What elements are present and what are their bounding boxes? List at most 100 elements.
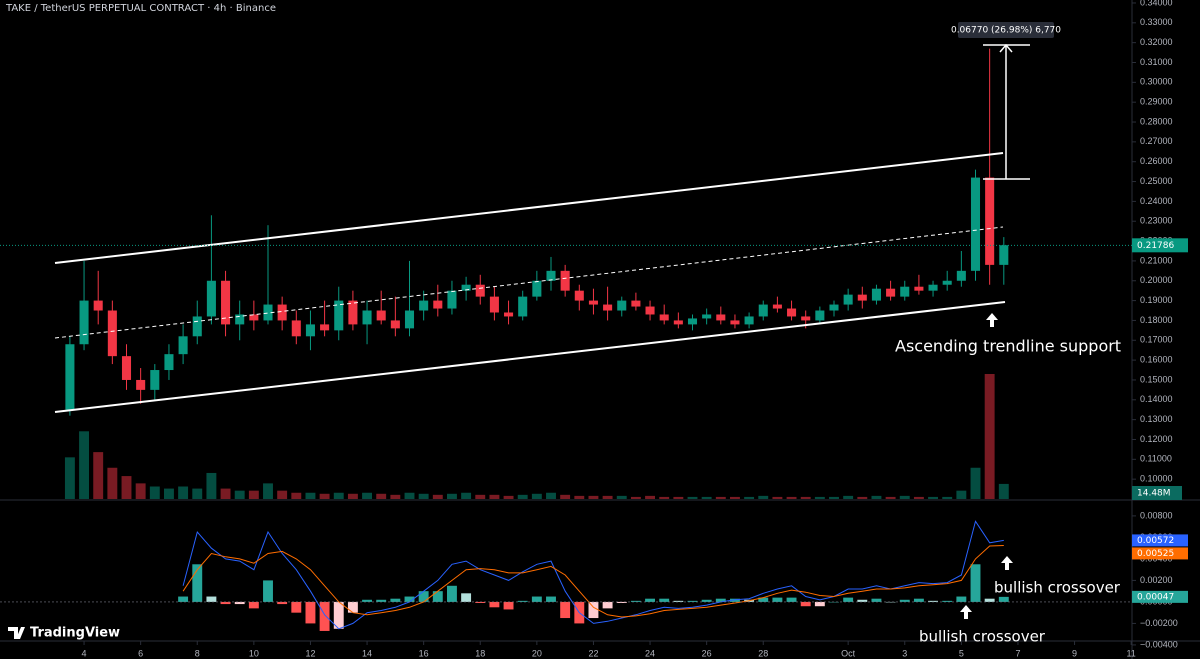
volume-box [1132, 486, 1182, 500]
histogram-bar [362, 599, 373, 602]
candle-body [532, 280, 542, 297]
channel-lower [54, 301, 1006, 413]
volume-bar [673, 496, 684, 499]
candle-body [221, 280, 231, 325]
histogram-bar [673, 600, 684, 602]
x-tick-label: 11 [1126, 648, 1135, 658]
volume-bar [376, 493, 387, 499]
volume-bar [616, 495, 627, 499]
last-value-box [1132, 547, 1188, 560]
y-tick-label: 0.24000 [1140, 196, 1173, 206]
volume-bar [744, 496, 755, 499]
y-tick-label: 0.31000 [1140, 57, 1173, 67]
channel-mid [54, 226, 1004, 339]
candle-body [107, 310, 117, 357]
candle-body [235, 314, 245, 325]
candle-body [404, 310, 415, 329]
histogram-bar [333, 601, 344, 629]
measure-arrowhead [999, 43, 1013, 53]
histogram-bar [885, 601, 896, 603]
volume-bar [277, 490, 288, 499]
x-tick-label: 20 [532, 648, 542, 658]
candle-body [772, 304, 782, 309]
histogram-bar [305, 601, 316, 624]
candle-body [79, 300, 89, 345]
y-tick-label: 0.13000 [1140, 414, 1173, 424]
candle-body [419, 300, 429, 311]
x-tick-label: 28 [758, 648, 768, 658]
histogram-bar [560, 601, 571, 619]
histogram-bar [687, 600, 698, 602]
volume-bar [390, 494, 401, 499]
histogram-bar [531, 596, 542, 602]
annotation: bullish crossover [919, 628, 1046, 646]
candle-body [334, 300, 344, 331]
candle-body [758, 304, 768, 317]
candle-body [942, 280, 952, 285]
volume-bar [729, 496, 740, 499]
volume-bar [163, 488, 174, 499]
volume-bar [560, 494, 571, 499]
histogram-bar [588, 601, 599, 619]
candle-body [631, 300, 641, 307]
candle-body [546, 270, 556, 281]
volume-bar [630, 496, 641, 499]
candle-body [815, 310, 825, 321]
y-tick-label: 0.29000 [1140, 97, 1173, 107]
histogram-bar [956, 596, 967, 602]
histogram-bar [220, 601, 231, 605]
macd-line [182, 520, 1004, 630]
candle-body [305, 324, 315, 337]
histogram-bar [701, 599, 712, 602]
y-tick-label: 0.00800 [1140, 510, 1173, 520]
volume-bar [220, 488, 231, 499]
volume-bar [913, 496, 924, 499]
y-tick-label: 0.11000 [1140, 454, 1172, 464]
histogram-bar [461, 593, 472, 602]
x-tick-label: 12 [305, 648, 315, 658]
histogram-bar [758, 597, 769, 602]
y-tick-label: 0.33000 [1140, 17, 1173, 27]
volume-bar [701, 496, 712, 499]
candle-body [716, 314, 726, 321]
candle-body [433, 300, 443, 309]
candle-body [702, 314, 712, 319]
volume-bar [475, 494, 486, 499]
histogram-bar [248, 601, 259, 609]
y-tick-label: 0.19000 [1140, 295, 1173, 305]
logo-icon [8, 627, 25, 639]
volume-bar [461, 492, 472, 499]
volume-bar [489, 494, 500, 499]
volume-bar [942, 496, 953, 499]
y-tick-label: 0.32000 [1140, 37, 1173, 47]
histogram-bar [517, 600, 528, 602]
candle-body [447, 290, 457, 309]
histogram-bar [814, 601, 825, 607]
histogram-bar [234, 601, 245, 605]
histogram-bar [616, 601, 627, 603]
volume-bar [602, 495, 613, 499]
histogram-bar [503, 601, 514, 610]
volume-bar [206, 472, 217, 499]
volume-bar [645, 495, 656, 499]
histogram-bar [206, 596, 217, 602]
candle-body [673, 320, 683, 325]
histogram-bar [446, 585, 457, 602]
histogram-bar [475, 601, 486, 603]
volume-bar [998, 483, 1009, 499]
histogram-bar [871, 598, 882, 602]
y-tick-label: 0.10000 [1140, 474, 1173, 484]
histogram-bar [291, 601, 302, 613]
candle-body [787, 308, 797, 317]
volume-bar [814, 496, 825, 499]
volume-bar [121, 476, 132, 499]
x-tick-label: Oct [841, 648, 856, 658]
candle-body [970, 177, 981, 271]
histogram-bar [857, 599, 868, 602]
y-tick-label: 0.20000 [1140, 275, 1173, 285]
histogram-bar [786, 597, 797, 602]
x-tick-label: 26 [702, 648, 712, 658]
histogram-bar [376, 599, 387, 602]
